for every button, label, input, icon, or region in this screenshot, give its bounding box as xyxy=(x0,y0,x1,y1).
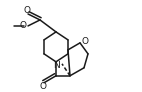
Text: O: O xyxy=(39,82,46,91)
Text: O: O xyxy=(20,21,27,30)
Text: O: O xyxy=(23,6,31,15)
Text: N: N xyxy=(53,61,59,70)
Text: O: O xyxy=(82,37,88,46)
